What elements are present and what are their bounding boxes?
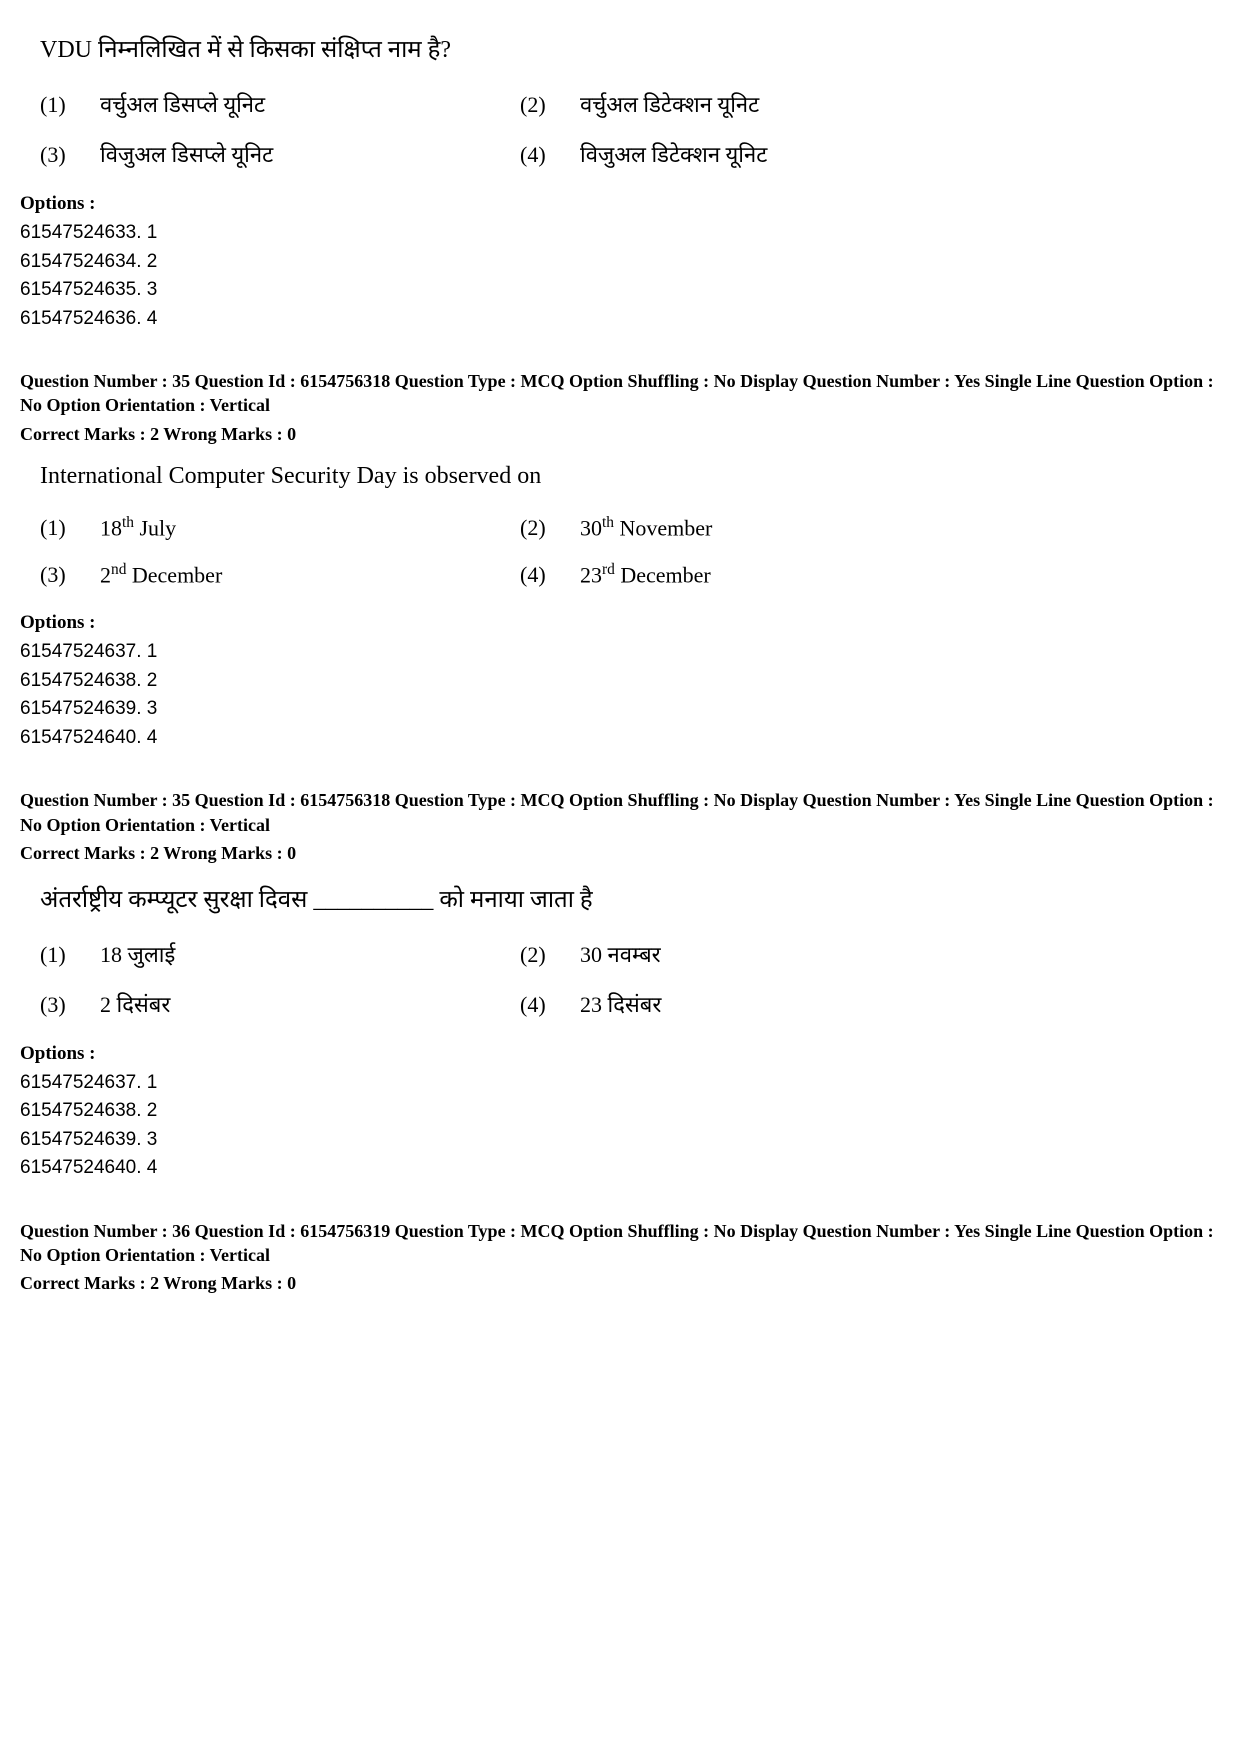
- answer-text-1: 18 जुलाई: [100, 939, 520, 969]
- question-text: अंतर्राष्ट्रीय कम्प्यूटर सुरक्षा दिवस __…: [40, 882, 1220, 915]
- answer-text-2: 30 नवम्बर: [580, 939, 1000, 969]
- answer-num-2: (2): [520, 92, 580, 118]
- options-label: Options :: [20, 193, 1220, 215]
- answer-grid: (1) 18th July (2) 30th November (3) 2nd …: [40, 514, 1220, 589]
- ans1-post: July: [134, 515, 176, 540]
- option-3: 61547524639. 3: [20, 1126, 1220, 1155]
- answer-num-1: (1): [40, 942, 100, 968]
- ans3-post: December: [126, 562, 222, 587]
- option-1: 61547524637. 1: [20, 1069, 1220, 1098]
- answer-text-3: विजुअल डिसप्ले यूनिट: [100, 139, 520, 169]
- option-2: 61547524634. 2: [20, 248, 1220, 277]
- answer-num-2: (2): [520, 942, 580, 968]
- ans3-sup: nd: [111, 561, 126, 578]
- option-4: 61547524640. 4: [20, 1154, 1220, 1183]
- question-meta-line2: Correct Marks : 2 Wrong Marks : 0: [20, 1273, 1220, 1294]
- answer-text-4: 23rd December: [580, 561, 1000, 588]
- answer-grid: (1) 18 जुलाई (2) 30 नवम्बर (3) 2 दिसंबर …: [40, 939, 1220, 1019]
- question-text: VDU निम्नलिखित में से किसका संक्षिप्त ना…: [40, 32, 1220, 65]
- answer-text-2: वर्चुअल डिटेक्शन यूनिट: [580, 89, 1000, 119]
- answer-text-3: 2 दिसंबर: [100, 989, 520, 1019]
- question-meta-line1: Question Number : 35 Question Id : 61547…: [20, 369, 1220, 418]
- option-3: 61547524639. 3: [20, 695, 1220, 724]
- option-2: 61547524638. 2: [20, 667, 1220, 696]
- options-label: Options :: [20, 612, 1220, 634]
- answer-num-4: (4): [520, 142, 580, 168]
- option-2: 61547524638. 2: [20, 1097, 1220, 1126]
- answer-num-1: (1): [40, 515, 100, 541]
- option-4: 61547524636. 4: [20, 305, 1220, 334]
- answer-text-2: 30th November: [580, 514, 1000, 541]
- question-meta-line1: Question Number : 35 Question Id : 61547…: [20, 788, 1220, 837]
- answer-grid: (1) वर्चुअल डिसप्ले यूनिट (2) वर्चुअल डि…: [40, 89, 1220, 169]
- answer-num-4: (4): [520, 992, 580, 1018]
- answer-text-4: विजुअल डिटेक्शन यूनिट: [580, 139, 1000, 169]
- question-meta-line1: Question Number : 36 Question Id : 61547…: [20, 1219, 1220, 1268]
- ans1-sup: th: [122, 514, 134, 531]
- ans4-post: December: [615, 562, 711, 587]
- option-3: 61547524635. 3: [20, 276, 1220, 305]
- ans1-pre: 18: [100, 515, 122, 540]
- option-1: 61547524633. 1: [20, 219, 1220, 248]
- answer-num-3: (3): [40, 992, 100, 1018]
- answer-num-1: (1): [40, 92, 100, 118]
- answer-num-2: (2): [520, 515, 580, 541]
- answer-text-4: 23 दिसंबर: [580, 989, 1000, 1019]
- answer-num-3: (3): [40, 562, 100, 588]
- ans2-post: November: [614, 515, 712, 540]
- answer-text-3: 2nd December: [100, 561, 520, 588]
- option-1: 61547524637. 1: [20, 638, 1220, 667]
- options-label: Options :: [20, 1043, 1220, 1065]
- question-text: International Computer Security Day is o…: [40, 463, 1220, 490]
- answer-num-3: (3): [40, 142, 100, 168]
- ans2-pre: 30: [580, 515, 602, 540]
- ans4-pre: 23: [580, 562, 602, 587]
- answer-text-1: वर्चुअल डिसप्ले यूनिट: [100, 89, 520, 119]
- option-4: 61547524640. 4: [20, 724, 1220, 753]
- answer-text-1: 18th July: [100, 514, 520, 541]
- ans2-sup: th: [602, 514, 614, 531]
- question-meta-line2: Correct Marks : 2 Wrong Marks : 0: [20, 424, 1220, 445]
- ans3-pre: 2: [100, 562, 111, 587]
- question-meta-line2: Correct Marks : 2 Wrong Marks : 0: [20, 843, 1220, 864]
- ans4-sup: rd: [602, 561, 615, 578]
- answer-num-4: (4): [520, 562, 580, 588]
